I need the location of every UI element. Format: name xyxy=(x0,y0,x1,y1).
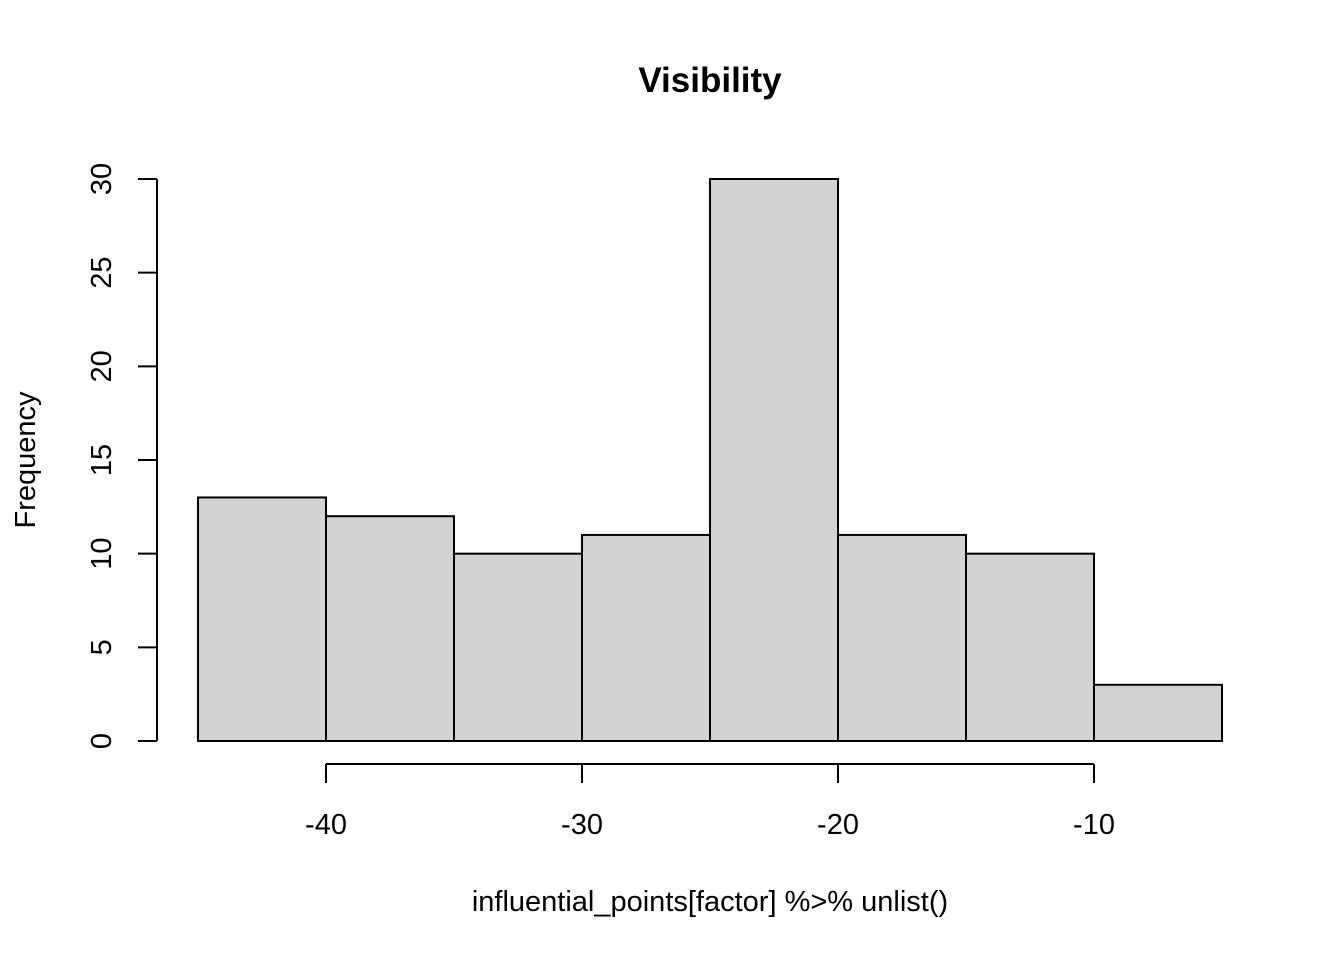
histogram-bar-7 xyxy=(965,552,1095,743)
y-axis: 0 5 10 15 20 25 30 xyxy=(86,163,158,749)
y-tick-label: 20 xyxy=(86,350,118,382)
bars-group xyxy=(197,178,1223,743)
histogram-bar-6 xyxy=(837,533,967,743)
y-axis-label: Frequency xyxy=(10,391,42,529)
chart-title: Visibility xyxy=(638,61,782,100)
histogram-bar-3 xyxy=(453,552,583,743)
histogram-bar-8 xyxy=(1093,683,1223,742)
histogram-bar-1 xyxy=(197,496,327,743)
histogram-bar-5 xyxy=(709,178,839,742)
y-tick-label: 0 xyxy=(86,733,118,749)
histogram-bar-2 xyxy=(325,515,455,743)
y-tick-label: 10 xyxy=(86,538,118,570)
y-tick-label: 30 xyxy=(86,163,118,195)
y-tick-label: 15 xyxy=(86,444,118,476)
x-axis-label: influential_points[factor] %>% unlist() xyxy=(472,886,948,918)
x-tick-label: -40 xyxy=(305,809,347,841)
x-tick-label: -10 xyxy=(1073,809,1115,841)
y-tick-label: 5 xyxy=(86,639,118,655)
histogram-bar-4 xyxy=(581,533,711,743)
x-axis: -40 -30 -20 -10 xyxy=(305,763,1115,841)
x-tick-label: -20 xyxy=(817,809,859,841)
x-tick-label: -30 xyxy=(561,809,603,841)
y-tick-label: 25 xyxy=(86,257,118,289)
